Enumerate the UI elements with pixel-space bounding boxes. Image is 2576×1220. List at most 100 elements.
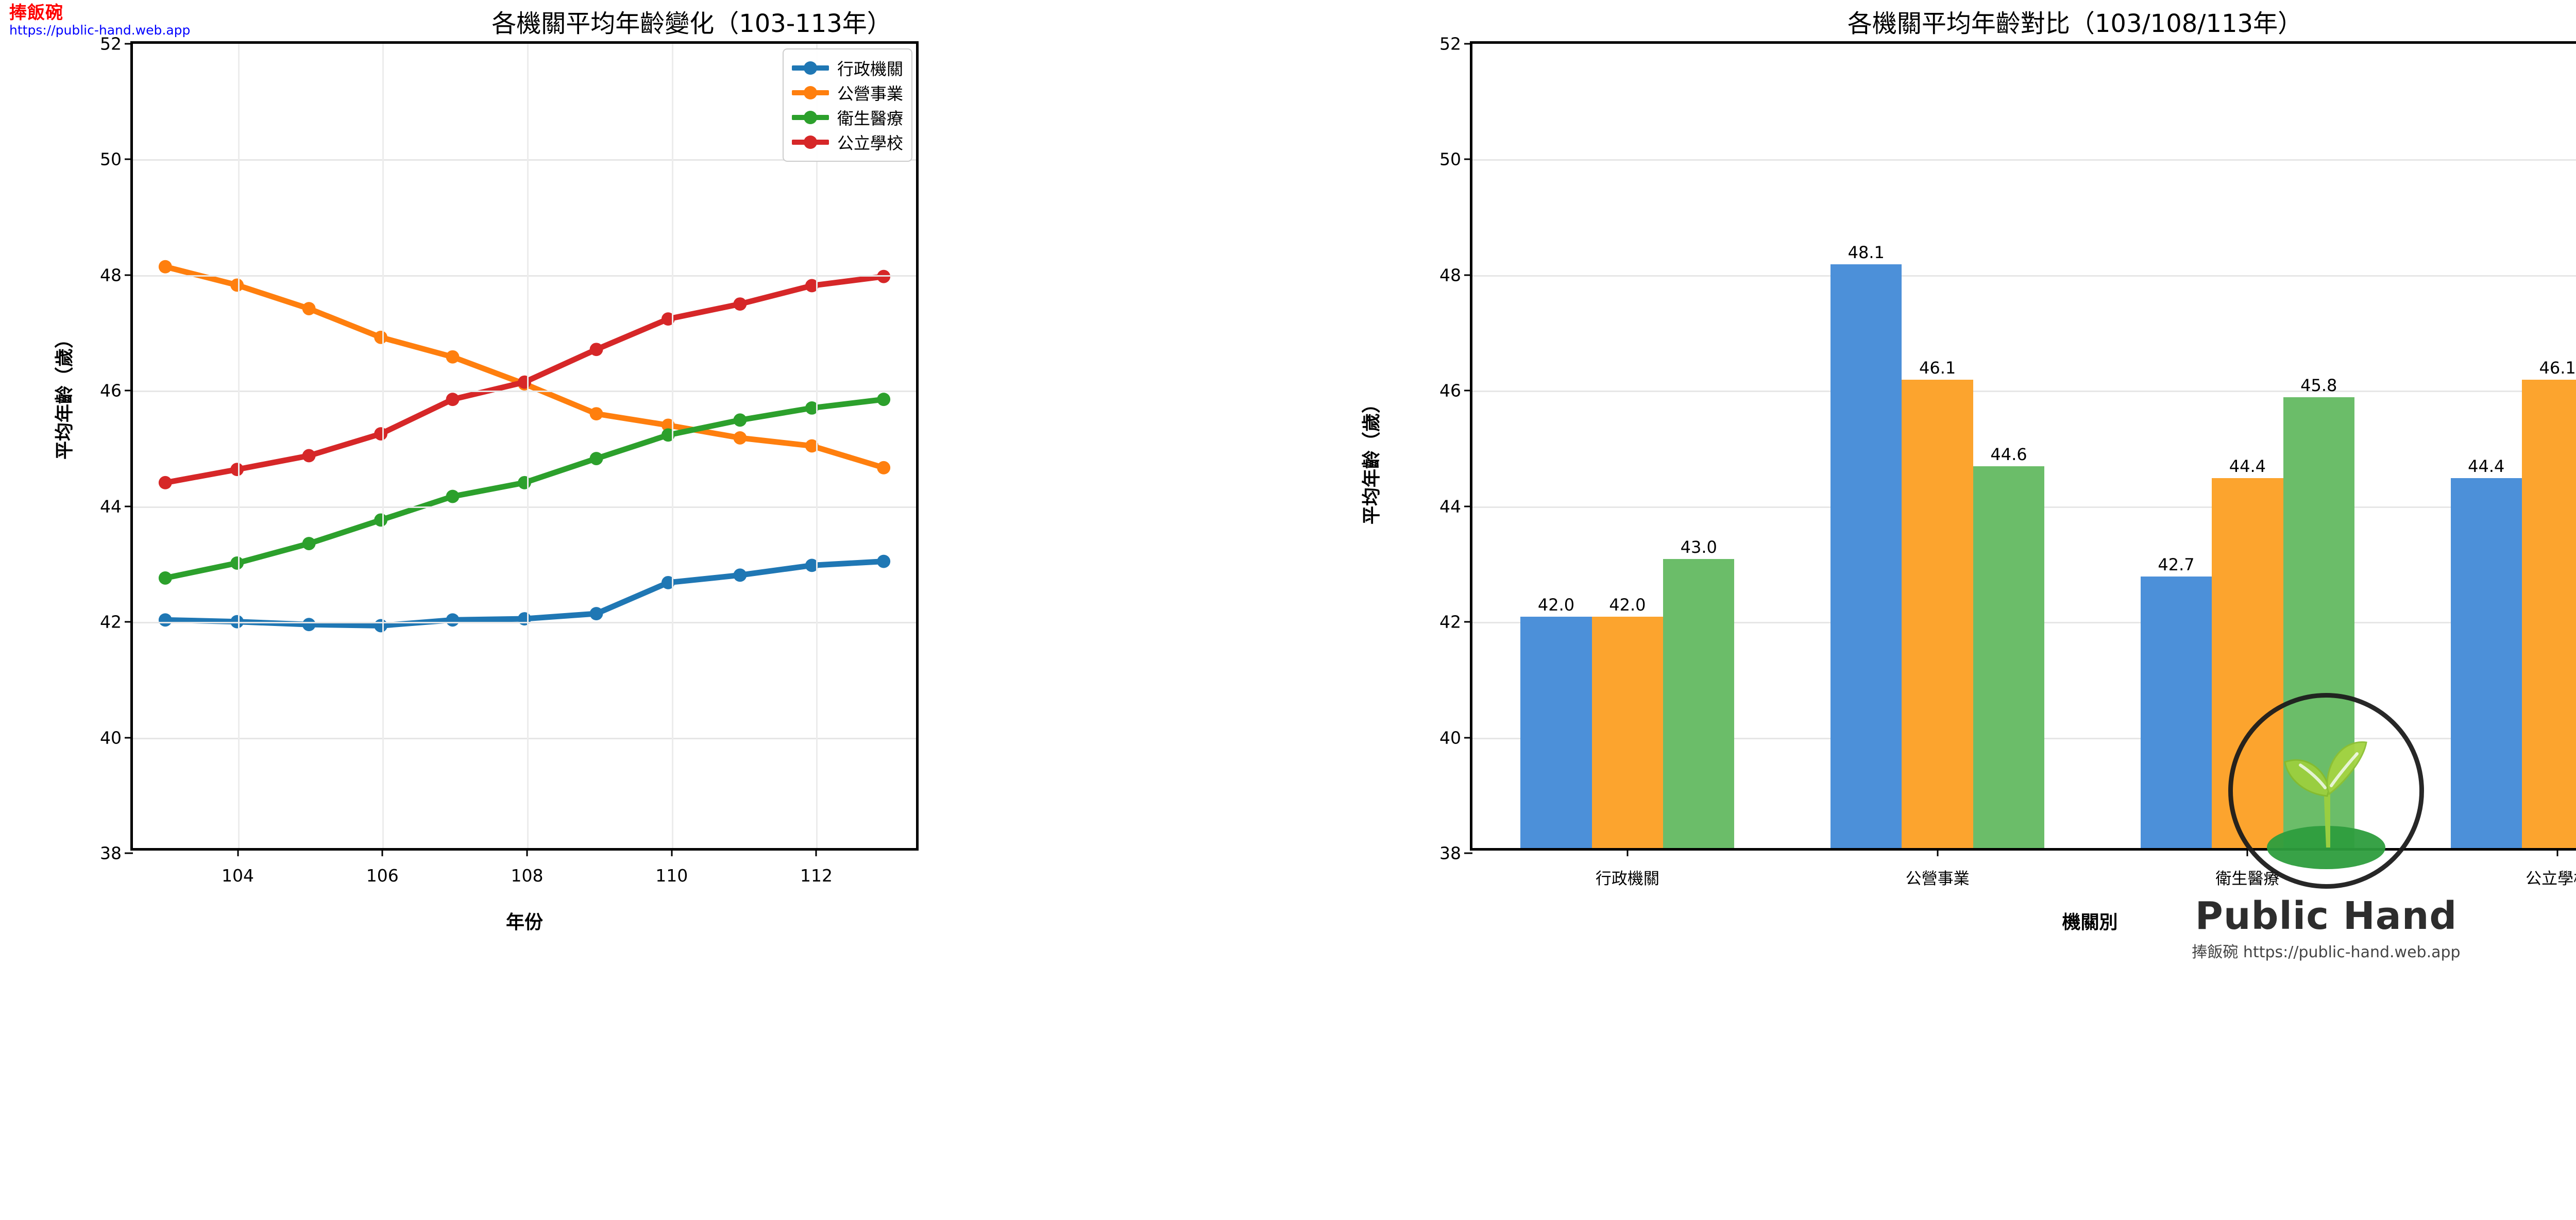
bar-value-label: 44.4 [2468,456,2505,476]
y-tick-label: 44 [1439,496,1461,517]
x-tick-mark [526,848,528,856]
line-chart-panel: 各機關平均年齡變化（103-113年） 38 40 42 44 46 48 50 52 104 1… [54,9,919,933]
x-tick-label: 112 [800,866,833,886]
data-point [733,297,747,311]
gridline [1472,159,2576,161]
legend-dot-icon [804,111,817,124]
legend-dot-icon [804,61,817,75]
legend-item-2[interactable]: 公營事業 [792,80,903,105]
bar-value-label: 45.8 [2300,375,2337,395]
y-tick-label: 50 [100,149,122,170]
data-point [661,575,675,589]
y-tick-label: 52 [1439,33,1461,54]
gridline [527,44,529,848]
x-tick-label: 行政機關 [1595,870,1659,888]
data-point [589,343,603,357]
legend-label: 公立學校 [837,133,904,153]
y-tick-label: 42 [100,612,122,632]
data-point [230,556,244,570]
legend-label: 行政機關 [837,59,904,79]
watermark-logo-subtitle: 捧飯碗 https://public-hand.web.app [2192,943,2461,961]
bar [1902,380,1973,848]
bar-value-label: 43.0 [1680,537,1717,557]
data-point [374,513,388,527]
y-tick-mark [125,505,133,507]
line-chart-x-axis-label: 年份 [505,912,543,933]
gridline [133,622,916,624]
x-tick-mark [671,848,673,856]
x-tick-label: 108 [511,866,544,886]
legend-line-marker [792,135,829,149]
data-point [877,554,891,568]
x-tick-label: 110 [655,866,688,886]
x-tick-label: 公營事業 [1905,870,1970,888]
x-tick-mark [815,848,817,856]
data-point [589,452,603,465]
bar [2521,380,2576,848]
data-point [158,260,172,274]
y-tick-label: 38 [1439,843,1461,863]
gridline [133,275,916,277]
x-tick-mark [381,848,383,856]
gridline [671,44,673,848]
y-tick-mark [125,274,133,276]
y-tick-mark [1464,389,1472,392]
y-tick-label: 42 [1439,612,1461,632]
data-point [733,431,747,445]
data-point [374,330,388,344]
gridline [1472,275,2576,277]
y-tick-mark [1464,852,1472,854]
bar [1663,558,1735,848]
data-point [158,571,172,585]
bar-value-label: 46.1 [2539,358,2576,378]
data-point [230,278,244,292]
y-tick-label: 40 [100,727,122,748]
data-point [302,449,316,463]
bar-chart-x-axis-label: 機關別 [2062,912,2118,933]
watermark-brand: 捧飯碗 [9,3,63,23]
y-tick-label: 40 [1439,727,1461,748]
x-tick-mark [237,848,239,856]
gridline [238,44,240,848]
bar [1591,617,1664,848]
data-point [446,613,460,627]
data-point [158,613,172,627]
data-point [446,393,460,406]
bar [2450,478,2522,848]
bar-chart-panel: 各機關平均年齡對比（103/108/113年） 38 40 42 44 46 48 50 52… [1361,0,2576,1220]
legend-item-3[interactable]: 衛生醫療 [792,105,903,130]
legend-item-4[interactable]: 公立學校 [792,130,903,155]
gridline [133,391,916,393]
y-tick-mark [125,43,133,45]
y-tick-mark [1464,505,1472,507]
bar-value-label: 42.0 [1609,595,1646,615]
data-point [518,476,531,489]
x-tick-mark [1937,848,1939,856]
data-point [877,461,891,475]
x-tick-label: 104 [222,866,255,886]
data-point [661,312,675,326]
y-tick-label: 46 [100,380,122,401]
bar-value-label: 46.1 [1919,358,1956,378]
gridline [816,44,818,848]
x-tick-label: 公立學校 [2526,870,2576,888]
y-tick-mark [1464,737,1472,739]
data-point [302,537,316,550]
data-point [877,393,891,406]
legend-line-marker [792,61,829,75]
gridline [133,159,916,161]
bar-value-label: 42.7 [2158,554,2195,574]
x-tick-mark [2556,848,2558,856]
line-chart-title: 各機關平均年齡變化（103-113年） [492,9,892,38]
legend-item-1[interactable]: 行政機關 [792,56,903,80]
line-chart-legend[interactable]: 行政機關 公營事業 衛生醫療公立學校 [783,48,913,162]
data-point [518,375,531,389]
data-point [805,558,819,572]
data-point [589,607,603,620]
bar [1520,617,1592,848]
legend-line-marker [792,111,829,124]
bar-value-label: 48.1 [1848,242,1885,262]
data-point [158,476,172,489]
data-point [589,407,603,421]
bar-chart-y-axis-label: 平均年齡（歲） [1361,394,1382,524]
